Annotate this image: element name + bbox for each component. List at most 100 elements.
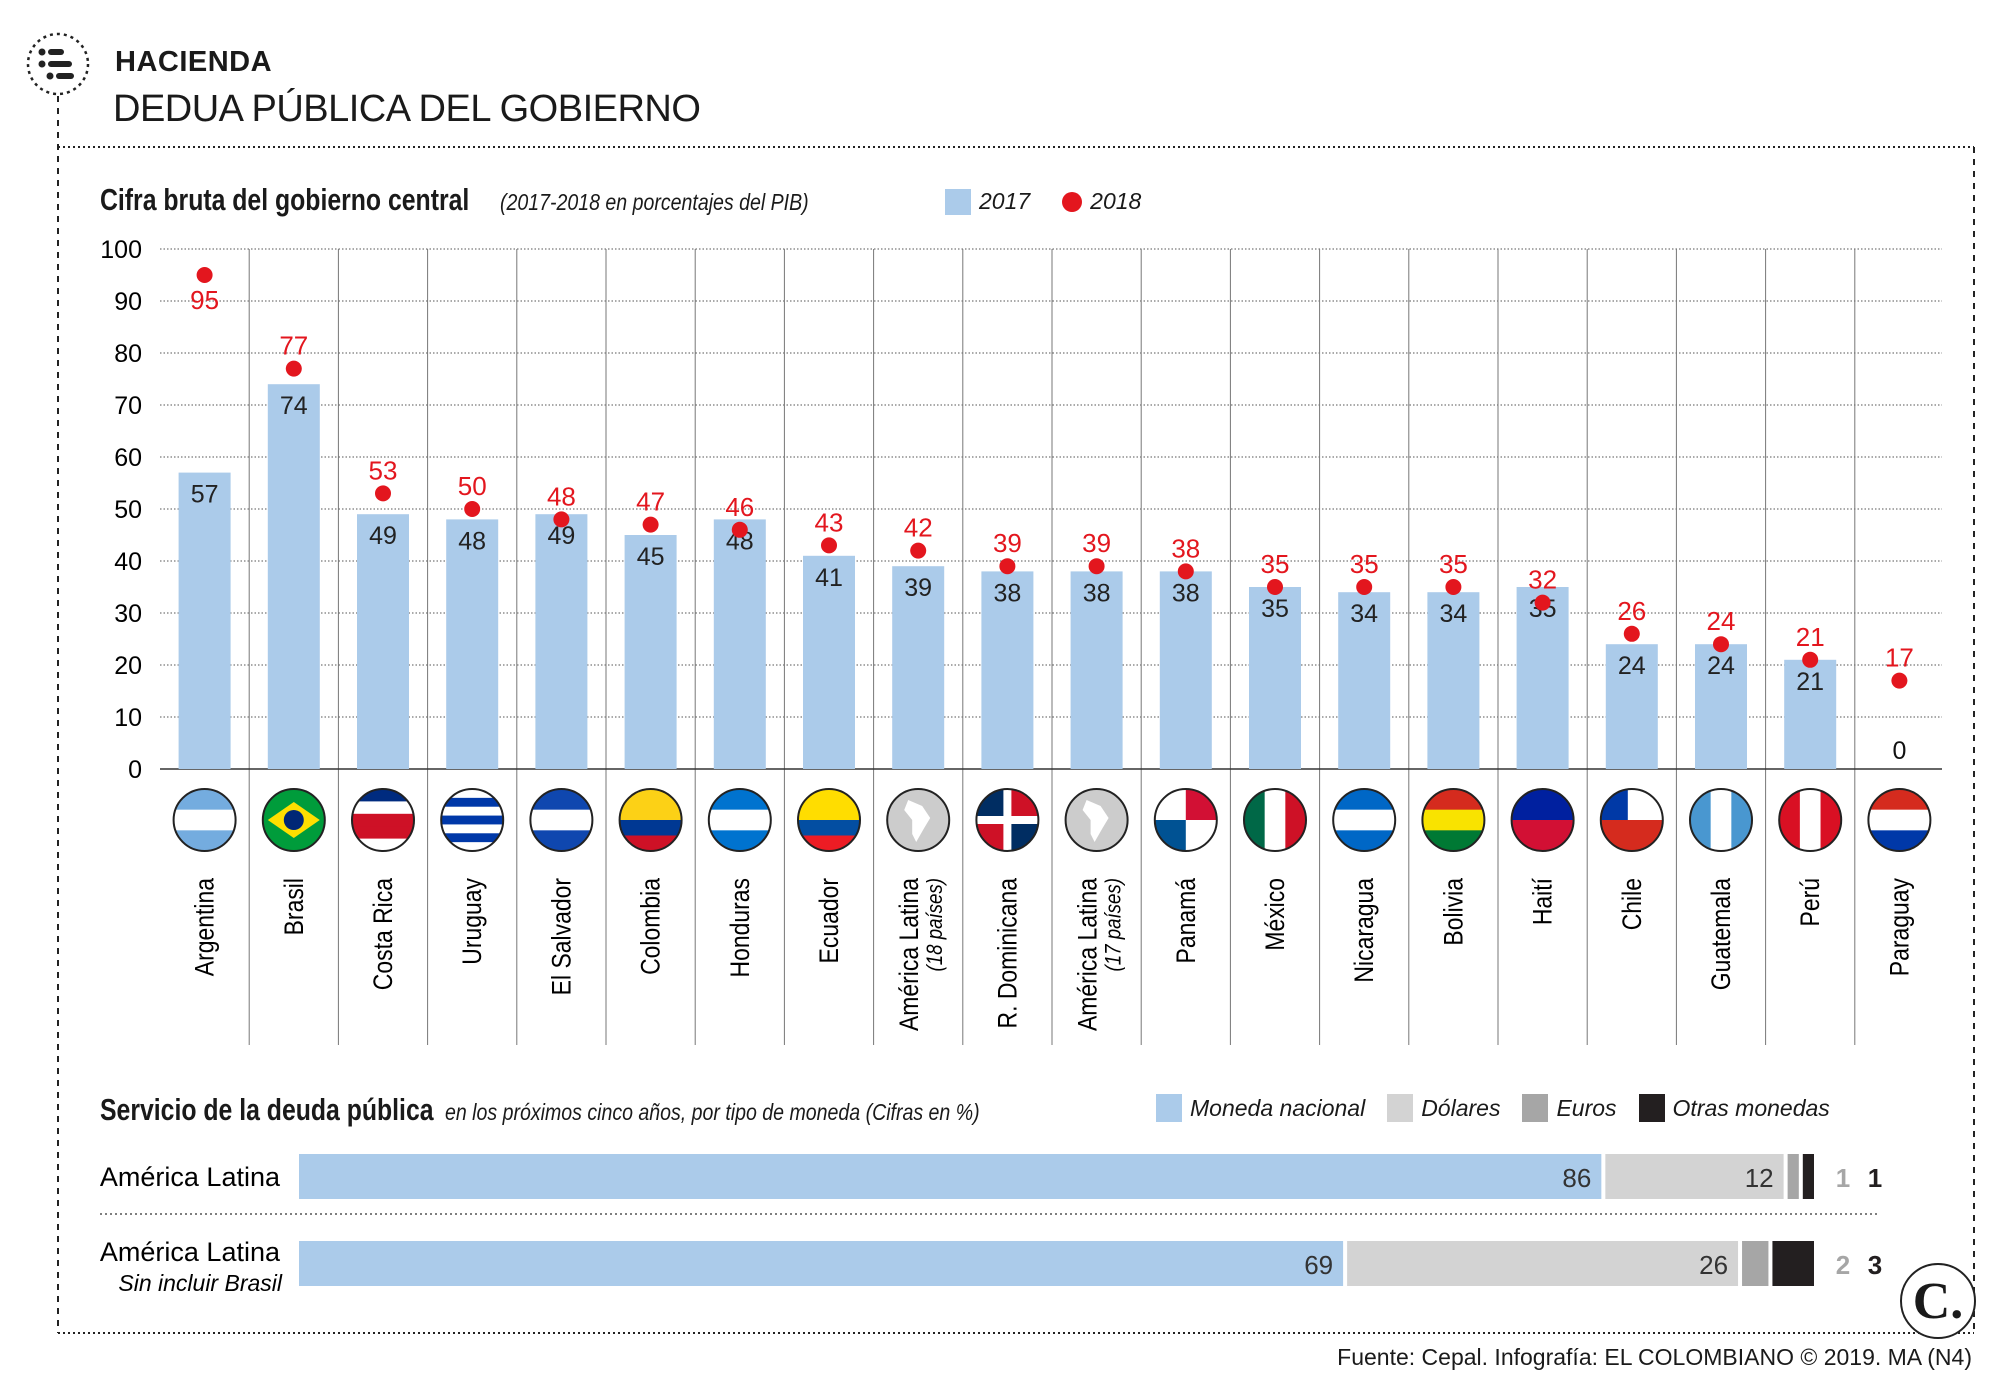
legend-swatch-2017: [945, 188, 971, 215]
flag-stripe: [798, 820, 860, 836]
flag-border: [886, 788, 951, 852]
q: [976, 789, 1004, 816]
segment-label: 86: [1562, 1163, 1591, 1193]
dot-2018: [1267, 579, 1283, 595]
bar-label-2017: 41: [815, 564, 843, 592]
bar-2017: [713, 519, 766, 769]
country-label: El Salvador: [547, 878, 577, 995]
flag-stripe: [1333, 809, 1396, 831]
y-tick-label: 50: [114, 496, 142, 524]
bar-label-2017: 24: [1707, 652, 1735, 680]
bar-label-2017: 57: [191, 481, 219, 509]
chart2-legend: Moneda nacional Dólares Euros Otras mone…: [1156, 1094, 1830, 1122]
segment-label: 69: [1304, 1250, 1333, 1280]
flag-stripe: [352, 826, 414, 840]
flag-border: [975, 788, 1040, 852]
country-label: Honduras: [725, 878, 755, 977]
chart1-subtitle: (2017-2018 en porcentajes del PIB): [499, 189, 809, 215]
country-label: México: [1260, 878, 1290, 951]
flag-globe: [283, 810, 304, 830]
dot-2018: [1177, 563, 1194, 580]
bar-label-2017: 39: [904, 574, 932, 602]
dot-2018: [1356, 579, 1373, 595]
flag-stripe: [1511, 820, 1574, 851]
dot-2018: [553, 511, 570, 528]
country-label: Guatemala: [1706, 878, 1736, 990]
flag-stripe: [530, 809, 593, 831]
country-label: R. Dominicana: [993, 878, 1023, 1029]
flag-stripe: [1710, 789, 1732, 851]
bar-label-2017: 48: [458, 527, 486, 555]
map-shape: [1082, 800, 1109, 842]
flag-border: [261, 788, 326, 852]
dot-label-2018: 42: [904, 513, 933, 543]
dot-label-2018: 24: [1707, 606, 1736, 636]
dot-2018: [731, 521, 748, 538]
country-label: América Latina: [1073, 878, 1103, 1031]
y-tick-label: 70: [114, 392, 142, 420]
country-label: Chile: [1617, 878, 1647, 930]
y-tick-label: 100: [100, 236, 142, 264]
country-note: (18 países): [924, 878, 948, 972]
flag-stripe: [619, 820, 682, 836]
flag-border: [1243, 788, 1307, 852]
flag-icon: [441, 789, 504, 851]
flag-stripe: [441, 806, 504, 817]
flag-stripe: [1779, 789, 1801, 851]
dot-2018: [1088, 558, 1105, 575]
flag-stripe: [441, 797, 504, 808]
country-label: Uruguay: [457, 878, 487, 965]
bar-label-2017: 38: [1172, 579, 1200, 607]
dot-2018: [285, 360, 302, 377]
dot-2018: [1445, 579, 1462, 595]
chart1-plot: 0 10 20 30 40 50 60 70 80 90 100 57 95 Argentina 74 77 B…: [100, 236, 1942, 1045]
row-label: América Latina: [100, 1237, 281, 1267]
bar-label-2017: 49: [369, 522, 397, 550]
others-label: 1: [1868, 1163, 1882, 1193]
flag-stripe: [708, 789, 771, 811]
bar-label-2017: 34: [1350, 600, 1378, 628]
bar-2017: [1695, 644, 1747, 769]
flag-border: [351, 788, 415, 852]
dot-2018: [1713, 636, 1729, 653]
country-label: Panamá: [1171, 878, 1201, 964]
chart2-plot: América Latina 86 12 1 1 América Latina Sin in…: [100, 1154, 1882, 1296]
bar-2017: [1249, 587, 1301, 769]
flag-stripe: [352, 801, 414, 815]
country-label: Bolivia: [1439, 878, 1469, 946]
y-tick-label: 60: [114, 444, 142, 472]
flag-stripe: [352, 813, 414, 827]
flag-border: [529, 788, 594, 852]
flag-border: [172, 788, 237, 852]
flag-stripe: [173, 809, 236, 831]
list-icon: [38, 48, 74, 80]
y-tick-label: 0: [128, 756, 142, 784]
flag-stripe: [441, 824, 504, 834]
dot-label-2018: 48: [547, 481, 576, 511]
flag-border: [1153, 788, 1218, 852]
bar-label-2017: 38: [1083, 579, 1111, 607]
dot-label-2018: 35: [1350, 549, 1379, 579]
legend-swatch-dollars: [1387, 1094, 1414, 1122]
euros-label: 2: [1836, 1250, 1850, 1280]
bar-2017: [357, 514, 409, 769]
others-label: 3: [1868, 1250, 1882, 1280]
header-icon-ring: [26, 32, 90, 96]
bar-2017: [624, 535, 677, 769]
legend-label-others: Otras monedas: [1672, 1094, 1830, 1121]
bar-2017: [981, 571, 1034, 769]
dot-label-2018: 21: [1796, 622, 1825, 652]
row-sublabel: Sin incluir Brasil: [118, 1270, 282, 1296]
bar-2017: [803, 555, 855, 769]
dot-label-2018: 38: [1171, 533, 1200, 563]
bar-2017: [178, 472, 231, 769]
stacked-segment: [1742, 1241, 1769, 1286]
flag-border: [1867, 788, 1932, 852]
dot-2018: [1534, 594, 1551, 611]
euros-label: 1: [1836, 1163, 1850, 1193]
bar-2017: [892, 566, 945, 769]
legend-dot-2018: [1062, 191, 1083, 212]
country-label: Argentina: [190, 878, 220, 976]
dot-label-2018: 35: [1261, 549, 1290, 579]
dot-2018: [1623, 625, 1640, 642]
